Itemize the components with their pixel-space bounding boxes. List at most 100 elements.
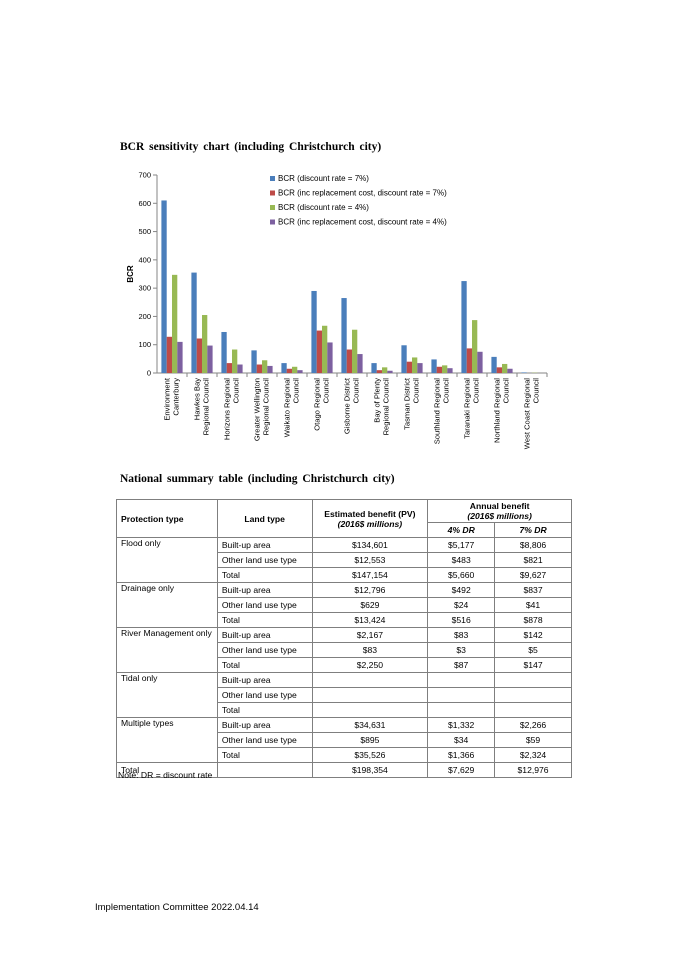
land-type-cell: Total [216,657,313,673]
annual-benefit-4dr-cell: $1,366 [427,747,496,763]
bar-3 [382,367,388,373]
x-category-label: Northland RegionalCouncil [493,378,511,443]
estimated-benefit-cell: $629 [311,597,429,613]
bar-2 [406,361,412,373]
annual-benefit-4dr-cell: $5,660 [427,567,496,583]
x-category-label-line: West Coast Regional [523,378,532,450]
annual-benefit-7dr-cell: $8,806 [494,537,572,553]
protection-type-cell: Tidal only [116,672,218,718]
x-category-label-line: Northland Regional [493,378,502,443]
x-category-label-line: Hawkes Bay [193,378,202,420]
national-summary-table: Protection type Land type Estimated bene… [116,499,572,778]
estimated-benefit-cell: $895 [311,732,429,748]
bar-2 [496,367,502,373]
x-category-label: Southland RegionalCouncil [433,378,451,445]
bar-3 [412,357,418,373]
x-category-label-line: Environment [163,377,172,421]
bar-4 [297,370,303,373]
annual-benefit-4dr-cell: $516 [427,612,496,628]
x-category-label-line: Regional Council [381,378,390,436]
table-row: Other land use type $83 $3 $5 [117,642,572,658]
legend-label-2: BCR (inc replacement cost, discount rate… [278,189,447,198]
protection-type-cell: Multiple types [116,717,218,763]
bar-4 [357,354,363,373]
x-category-label: Horizons RegionalCouncil [223,378,241,440]
legend-label-4: BCR (inc replacement cost, discount rate… [278,218,447,227]
protection-type-cell: Drainage only [116,582,218,628]
x-category-label: Otago RegionalCouncil [313,378,331,431]
header-land-type: Land type [216,499,313,538]
bar-2 [466,348,472,373]
x-category-label: Tasman DistrictCouncil [403,377,421,430]
annual-benefit-7dr-cell [494,687,572,703]
bar-2 [166,336,172,373]
chart-title: BCR sensitivity chart (including Christc… [120,141,382,153]
bar-3 [172,274,178,373]
bar-3 [502,363,508,373]
x-category-label: Gisborne DistrictCouncil [343,377,361,434]
land-type-cell: Built-up area [216,537,313,553]
bcr-bar-chart: 0 100 200 300 400 500 600 700 BCR EnvironmentCant… [126,171,548,450]
bar-3 [472,320,478,373]
table-note: Note: DR = discount rate [118,770,213,780]
table-row: Multiple types Built-up area $34,631 $1,332… [116,717,572,763]
x-category-label-line: Council [411,378,420,404]
bar-4 [177,341,183,373]
grand-total-4dr: $7,629 [427,762,496,778]
x-category-label-line: Council [501,378,510,404]
table-row: Other land use type $629 $24 $41 [117,597,572,613]
estimated-benefit-cell: $34,631 [311,717,429,733]
land-type-cell: Total [216,702,313,718]
estimated-benefit-cell: $13,424 [311,612,429,628]
estimated-benefit-cell: $2,250 [311,657,429,673]
land-type-cell: Other land use type [216,687,313,703]
x-category-label-line: Tasman District [403,377,412,430]
x-category-label-line: Council [531,378,540,404]
land-type-cell: Total [216,612,313,628]
annual-benefit-4dr-cell: $87 [427,657,496,673]
x-category-label-line: Council [441,378,450,404]
y-tick-label: 500 [138,227,151,236]
y-tick-label: 400 [138,255,151,264]
bar-1 [251,350,257,373]
bar-4 [327,342,333,373]
header-estimated-benefit: Estimated benefit (PV) (2016$ millions) [311,499,429,538]
x-category-label-line: Waikato Regional [283,378,292,438]
annual-benefit-7dr-cell: $59 [494,732,572,748]
bar-2 [256,364,262,373]
bar-1 [521,372,527,373]
x-category-label-line: Southland Regional [433,378,442,445]
annual-benefit-4dr-cell: $483 [427,552,496,568]
header-annual-benefit: Annual benefit (2016$ millions) [427,499,572,523]
x-category-label-line: Council [321,378,330,404]
bar-3 [262,360,268,373]
header-protection-type: Protection type [116,499,218,538]
bar-2 [286,368,292,373]
annual-benefit-4dr-cell [427,702,496,718]
table-row: River Management only Built-up area $2,167… [116,627,572,673]
bar-1 [281,363,287,373]
bar-3 [292,366,298,373]
bar-2 [196,338,202,373]
estimated-benefit-cell [311,687,429,703]
bar-1 [341,298,347,373]
grand-total-pv: $198,354 [311,762,429,778]
table-row: Drainage only Built-up area $12,796 $492 $83… [116,582,572,628]
bar-3 [352,329,358,373]
x-category-label-line: Horizons Regional [223,378,232,440]
bar-2 [376,370,382,373]
annual-benefit-4dr-cell: $1,332 [427,717,496,733]
table-row: Other land use type $12,553 $483 $821 [117,552,572,568]
protection-type-cell: River Management only [116,627,218,673]
bar-4 [207,345,213,373]
legend-label-3: BCR (discount rate = 4%) [278,203,369,212]
bar-1 [491,356,497,373]
table-row: Other land use type $895 $34 $59 [117,732,572,748]
land-type-cell: Other land use type [216,597,313,613]
annual-benefit-7dr-cell: $9,627 [494,567,572,583]
x-category-label-line: Council [291,378,300,404]
bar-2 [436,366,442,373]
annual-benefit-7dr-cell [494,702,572,718]
y-tick-label: 100 [138,340,151,349]
y-tick-label: 700 [138,171,151,180]
